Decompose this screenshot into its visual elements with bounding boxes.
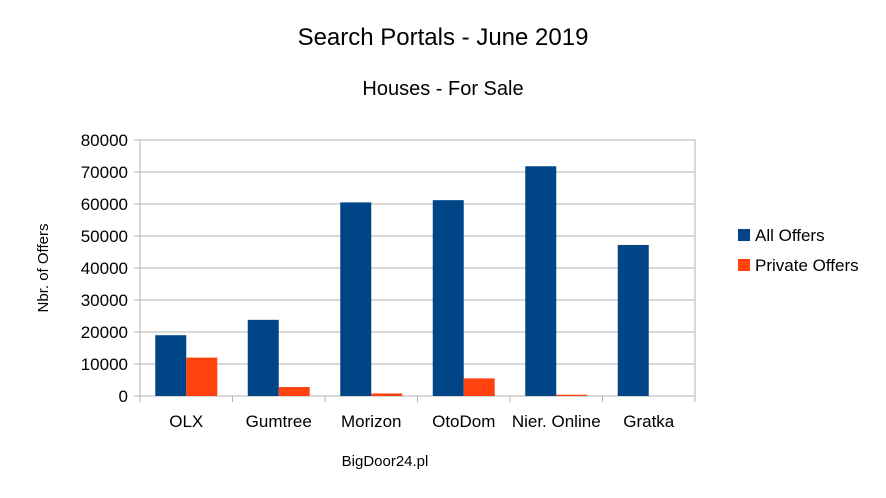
legend-swatch bbox=[738, 229, 750, 241]
bar-private-offers bbox=[556, 394, 588, 396]
x-tick-label: Gratka bbox=[623, 412, 675, 431]
bar-private-offers bbox=[371, 393, 403, 396]
y-axis-label: Nbr. of Offers bbox=[35, 224, 52, 313]
legend-swatch bbox=[738, 259, 750, 271]
chart-subtitle: Houses - For Sale bbox=[362, 78, 524, 100]
y-tick-label: 30000 bbox=[81, 291, 128, 310]
x-tick-label: Morizon bbox=[341, 412, 401, 431]
chart-title: Search Portals - June 2019 bbox=[297, 24, 589, 51]
y-tick-label: 60000 bbox=[81, 195, 128, 214]
bar-all-offers bbox=[247, 319, 279, 396]
grid-lines bbox=[134, 139, 696, 397]
x-tick-label: OLX bbox=[169, 412, 203, 431]
bar-all-offers bbox=[155, 335, 187, 396]
y-tick-label: 70000 bbox=[81, 163, 128, 182]
x-tick-label: Gumtree bbox=[246, 412, 312, 431]
y-tick-label: 20000 bbox=[81, 323, 128, 342]
legend-label: Private Offers bbox=[755, 256, 859, 275]
bar-all-offers bbox=[340, 202, 372, 396]
legend: All Offers Private Offers bbox=[738, 226, 859, 275]
x-axis-label: BigDoor24.pl bbox=[342, 453, 429, 470]
legend-label: All Offers bbox=[755, 226, 825, 245]
y-tick-label: 10000 bbox=[81, 355, 128, 374]
bar-all-offers bbox=[432, 200, 464, 396]
bar-private-offers bbox=[463, 378, 495, 396]
bar-all-offers bbox=[617, 244, 649, 396]
bar-private-offers bbox=[186, 357, 218, 396]
axes: 0 10000 20000 30000 40000 50000 60000 70000 8000… bbox=[81, 131, 696, 431]
y-tick-label: 80000 bbox=[81, 131, 128, 150]
y-tick-label: 40000 bbox=[81, 259, 128, 278]
y-tick-label: 50000 bbox=[81, 227, 128, 246]
x-tick-label: OtoDom bbox=[432, 412, 495, 431]
bar-all-offers bbox=[525, 166, 557, 396]
y-tick-label: 0 bbox=[119, 387, 128, 406]
bars bbox=[155, 166, 649, 396]
x-tick-label: Nier. Online bbox=[512, 412, 601, 431]
bar-private-offers bbox=[278, 387, 310, 396]
